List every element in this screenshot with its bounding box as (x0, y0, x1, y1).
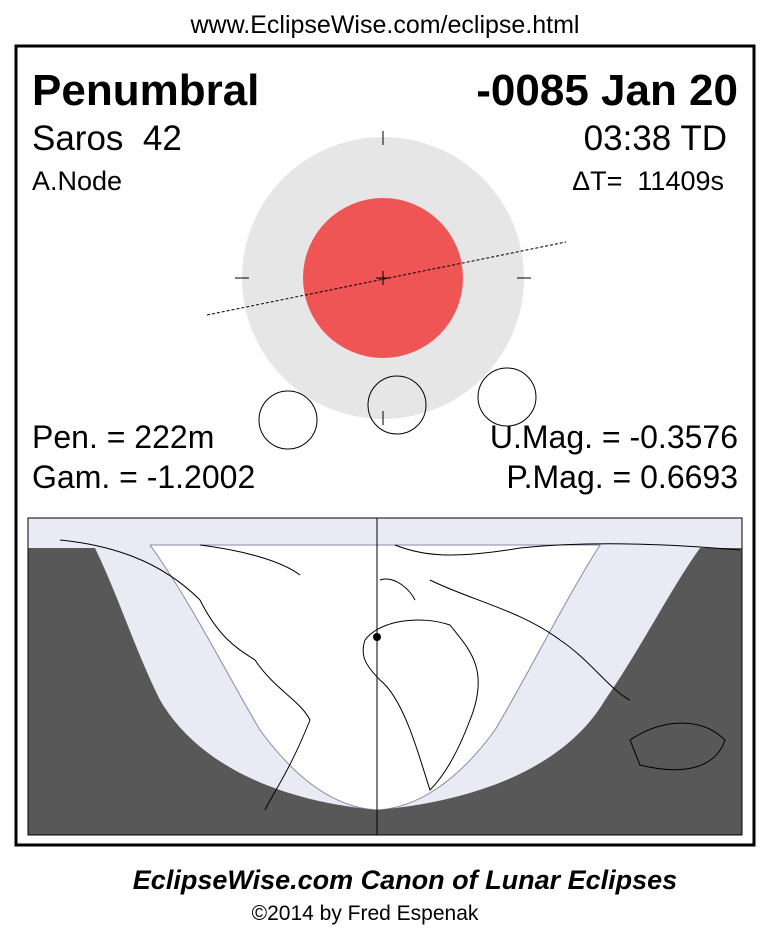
frame (14, 44, 756, 847)
saros: Saros 42 (32, 119, 182, 158)
moon-positions (258, 367, 537, 450)
url: www.EclipseWise.com/eclipse.html (190, 11, 580, 39)
gam: Gam. = -1.2002 (32, 459, 255, 495)
visibility-map (27, 517, 743, 836)
eclipse-type: Penumbral (32, 66, 259, 115)
umag: U.Mag. = -0.3576 (490, 419, 738, 455)
pen: Pen. = 222m (32, 419, 214, 455)
delta-t: ΔT= 11409s (572, 166, 724, 196)
eclipse-date: -0085 Jan 20 (476, 66, 738, 115)
moon-path (206, 241, 567, 316)
ticks (235, 131, 531, 425)
node: A.Node (32, 166, 122, 196)
footer-credit: ©2014 by Fred Espenak (252, 902, 479, 925)
pmag: P.Mag. = 0.6693 (506, 459, 738, 495)
time: 03:38 TD (584, 119, 727, 158)
footer-title: EclipseWise.com Canon of Lunar Eclipses (133, 865, 677, 895)
